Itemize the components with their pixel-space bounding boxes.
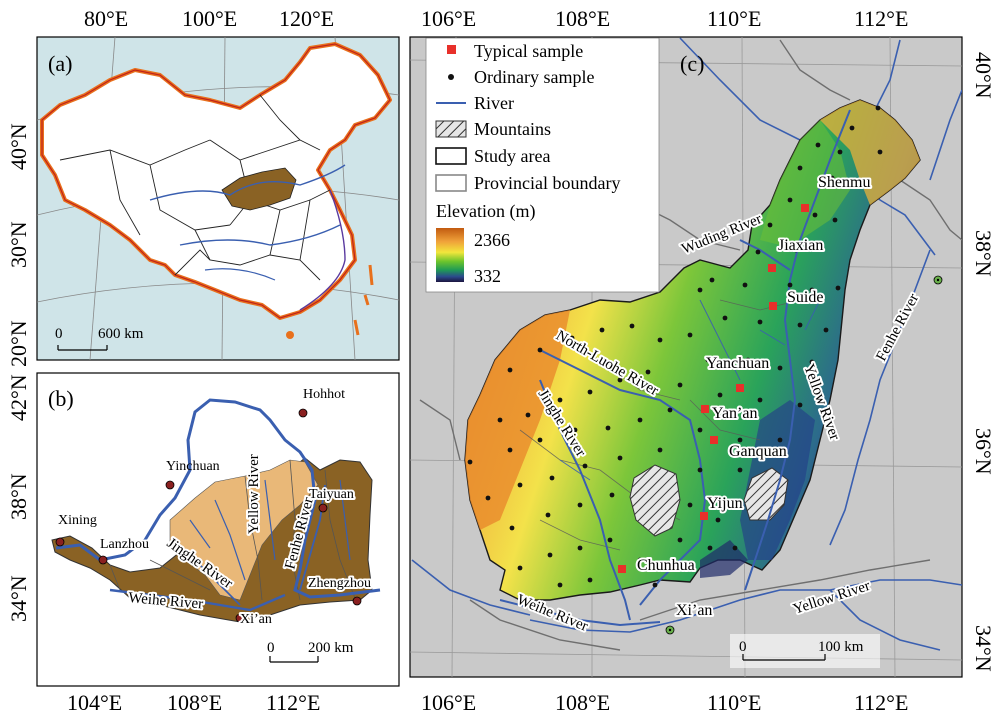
panel-b-lat-tick: 34°N <box>6 575 31 622</box>
panel-b-scale-zero: 0 <box>267 640 275 656</box>
label-yellow-river-b: Yellow River <box>246 454 262 534</box>
panel-a-scale-zero: 0 <box>55 326 63 342</box>
panel-b-yellow-river <box>55 398 381 599</box>
mountain-east <box>743 467 789 521</box>
legend: Typical sample Ordinary sample River Mou… <box>425 37 660 293</box>
panel-c-lat-tick: 38°N <box>971 230 996 277</box>
legend-typical: Typical sample <box>474 41 583 61</box>
city-zhengzhou: Zhengzhou <box>308 576 371 591</box>
panel-c-lat-tick: 36°N <box>971 428 996 475</box>
legend-ordinary: Ordinary sample <box>474 67 594 87</box>
panel-c-lon-tick: 112°E <box>854 6 908 31</box>
panel-b-city-markers <box>55 408 362 623</box>
panel-b-lat-tick: 42°N <box>6 374 31 421</box>
place-suide: Suide <box>787 289 823 306</box>
panel-c-lat-tick: 40°N <box>971 52 996 99</box>
place-ganquan: Ganquan <box>729 443 787 460</box>
panel-a-lon-tick: 100°E <box>182 6 237 31</box>
legend-river: River <box>474 93 514 113</box>
legend-mountains: Mountains <box>474 119 551 139</box>
legend-ordinary-marker <box>448 74 454 80</box>
panel-b-lon-tick: 104°E <box>67 690 122 713</box>
panel-c-lon-tick-bottom: 108°E <box>555 690 610 713</box>
panel-c-lon-tick-bottom: 112°E <box>854 690 908 713</box>
panel-a-scale-label: 600 km <box>98 326 144 342</box>
legend-provincial-swatch <box>435 174 467 192</box>
panel-c-lon-tick-bottom: 106°E <box>421 690 476 713</box>
typical-samples <box>618 204 809 573</box>
place-yanan: Yan’an <box>712 405 757 422</box>
panel-b: Hohhot Yinchuan Taiyuan Xining Lanzhou Z… <box>6 372 400 713</box>
city-lanzhou: Lanzhou <box>100 537 149 552</box>
place-xian: Xi’an <box>676 602 712 619</box>
city-xining: Xining <box>58 513 97 528</box>
legend-provincial: Provincial boundary <box>474 173 620 193</box>
panel-c-scale-label: 100 km <box>818 639 864 655</box>
panel-c-rivers-inside <box>499 109 851 627</box>
panel-c-lon-tick: 106°E <box>421 6 476 31</box>
panel-c-scale-bar: 0 100 km <box>730 634 880 668</box>
ordinary-samples <box>467 105 883 588</box>
legend-mountains-swatch <box>435 120 467 138</box>
panel-a-lat-tick: 20°N <box>6 320 31 367</box>
place-chunhua: Chunhua <box>637 557 695 574</box>
panel-a: (a) 0 600 km 80°E 100°E 120°E 40°N 30°N … <box>6 6 400 367</box>
panel-a-lon-tick: 120°E <box>279 6 334 31</box>
panel-a-study-area <box>221 167 297 211</box>
panel-c-lon-tick-bottom: 110°E <box>707 690 761 713</box>
panel-c-label: (c) <box>680 51 704 76</box>
legend-elevation-ramp <box>436 228 464 282</box>
panel-b-lat-tick: 38°N <box>6 473 31 520</box>
city-yinchuan: Yinchuan <box>166 459 220 474</box>
legend-typical-marker <box>447 45 456 54</box>
panel-b-scale-label: 200 km <box>308 640 354 656</box>
panel-c: Shenmu Jiaxian Suide Yanchuan Yan’an Gan… <box>409 6 996 713</box>
city-xian: Xi’an <box>240 612 272 627</box>
legend-elev-min: 332 <box>474 266 501 286</box>
legend-study-area: Study area <box>474 146 550 166</box>
mountain-west <box>629 464 681 537</box>
city-taiyuan: Taiyuan <box>309 487 354 502</box>
panel-a-label: (a) <box>48 51 72 76</box>
place-yijun: Yijun <box>707 495 743 512</box>
place-yanchuan: Yanchuan <box>706 355 769 372</box>
panel-a-lat-tick: 40°N <box>6 123 31 170</box>
place-shenmu: Shenmu <box>818 174 870 191</box>
panel-b-lon-tick: 112°E <box>266 690 320 713</box>
panel-b-lon-tick: 108°E <box>167 690 222 713</box>
panel-c-lon-tick: 110°E <box>707 6 761 31</box>
legend-study-area-swatch <box>435 147 467 165</box>
panel-a-lon-tick: 80°E <box>84 6 128 31</box>
panel-c-lon-tick: 108°E <box>555 6 610 31</box>
legend-elevation-title: Elevation (m) <box>436 201 535 222</box>
panel-b-label: (b) <box>48 386 74 411</box>
legend-elev-max: 2366 <box>474 230 510 250</box>
panel-c-scale-zero: 0 <box>739 639 747 655</box>
city-hohhot: Hohhot <box>303 387 345 402</box>
panel-c-lat-tick: 34°N <box>971 625 996 672</box>
place-jiaxian: Jiaxian <box>778 237 823 254</box>
panel-a-lat-tick: 30°N <box>6 221 31 268</box>
